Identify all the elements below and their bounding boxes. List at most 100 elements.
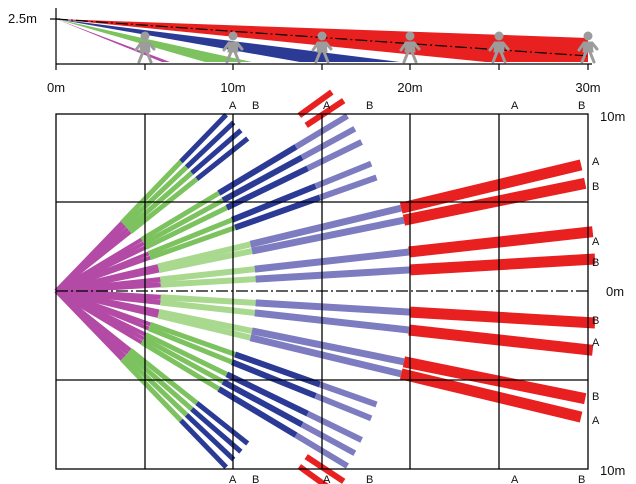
beam-mid-segment	[255, 266, 411, 283]
bottom-letter: A	[511, 474, 519, 484]
beam-short-segment	[160, 266, 256, 283]
beam-mid-segment	[179, 418, 228, 469]
beam-short-segment	[123, 354, 189, 417]
beam-mid-segment	[221, 154, 304, 203]
beam-short-segment	[142, 336, 225, 384]
top-letter: A	[323, 100, 331, 112]
beam-near-segment	[54, 289, 124, 361]
beam-short-segment	[120, 159, 183, 225]
right-zone-letters: A B A B B A B A	[592, 156, 600, 427]
top-view: 10m 0m 10m A B A B A B A B A B A B A B A…	[54, 89, 625, 484]
top-letter: A	[229, 100, 237, 112]
beam-short-segment	[160, 299, 256, 316]
beam-short-segment	[157, 241, 252, 270]
range-label-center: 0m	[606, 284, 624, 299]
bottom-letter: A	[229, 474, 237, 484]
detection-beams	[54, 89, 596, 484]
right-letter: B	[592, 315, 599, 327]
beam-mid-segment	[249, 204, 403, 248]
right-letter: A	[592, 337, 600, 349]
bottom-letter: B	[252, 474, 259, 484]
beam-long-segment	[408, 226, 594, 258]
beam-mid-segment	[217, 144, 298, 196]
range-label-bottom: 10m	[600, 463, 625, 478]
beam-short-segment	[120, 357, 183, 423]
beam-mid-segment	[251, 327, 405, 366]
beam-mid-segment	[318, 174, 378, 201]
beam-mid-segment	[306, 411, 363, 443]
beam-short-segment	[126, 171, 194, 231]
beam-short-segment	[147, 326, 234, 365]
beam-mid-segment	[231, 359, 317, 399]
beam-short-segment	[142, 198, 225, 246]
beam-near-segment	[54, 289, 143, 345]
beam-short-segment	[126, 351, 194, 411]
bottom-letter: B	[366, 474, 373, 484]
beam-mid-segment	[231, 183, 317, 223]
beam-long-segment	[399, 159, 583, 214]
beam-mid-segment	[184, 413, 236, 462]
beam-mid-segment	[300, 421, 357, 456]
beam-long-segment	[410, 306, 596, 329]
bottom-letter: A	[323, 474, 331, 484]
person-icon	[311, 31, 333, 64]
bottom-zone-letters: A B A B A B	[229, 474, 585, 484]
beam-near-segment	[54, 230, 132, 293]
distance-label-30m: 30m	[575, 80, 600, 95]
beam-long-segment	[297, 89, 334, 118]
beam-short-segment	[158, 308, 253, 334]
range-label-top: 10m	[600, 109, 625, 124]
beam-short-segment	[140, 190, 221, 242]
beam-short-segment	[140, 340, 221, 392]
beam-short-segment	[149, 225, 236, 260]
top-letter: B	[578, 100, 585, 112]
beam-long-segment	[410, 253, 596, 276]
right-letter: B	[592, 181, 599, 193]
beam-mid-segment	[254, 309, 410, 334]
beam-long-segment	[399, 368, 583, 423]
top-letter: A	[511, 100, 519, 112]
beam-short-segment	[158, 248, 253, 274]
beam-mid-segment	[300, 126, 357, 161]
distance-label-20m: 20m	[397, 80, 422, 95]
beam-short-segment	[128, 176, 199, 234]
top-zone-letters: A B A B A B	[229, 100, 585, 112]
person-icon	[577, 31, 599, 64]
beam-short-segment	[160, 276, 256, 288]
beam-short-segment	[123, 165, 189, 228]
bottom-letter: B	[578, 474, 585, 484]
beam-mid-segment	[179, 113, 228, 164]
side-zone-green	[56, 19, 252, 62]
beam-short-segment	[128, 348, 199, 406]
beam-near-segment	[55, 255, 151, 293]
person-icon	[134, 31, 156, 64]
beam-mid-segment	[314, 393, 373, 422]
beam-mid-segment	[255, 299, 411, 316]
side-zone-blue	[56, 19, 400, 62]
beam-mid-segment	[225, 165, 310, 211]
person-icon	[488, 31, 510, 64]
beam-long-segment	[408, 324, 594, 356]
beam-mid-segment	[314, 160, 373, 189]
beam-long-segment	[304, 98, 346, 128]
right-letter: A	[592, 236, 600, 248]
right-letter: B	[592, 257, 599, 269]
beam-short-segment	[147, 217, 234, 256]
right-letter: A	[592, 415, 600, 427]
beam-mid-segment	[184, 120, 236, 169]
beam-mid-segment	[195, 401, 250, 446]
beam-mid-segment	[254, 248, 410, 273]
beam-mid-segment	[249, 334, 403, 378]
beam-mid-segment	[251, 216, 405, 255]
side-view: 2.5m 0m 10m 20m 30m	[8, 8, 601, 95]
beam-mid-segment	[225, 371, 310, 417]
height-label: 2.5m	[8, 11, 37, 26]
side-distance-ticks	[55, 64, 589, 70]
distance-label-10m: 10m	[220, 80, 245, 95]
beam-short-segment	[149, 322, 236, 357]
beam-short-segment	[144, 205, 228, 250]
beam-short-segment	[157, 312, 252, 341]
beam-mid-segment	[195, 136, 250, 181]
